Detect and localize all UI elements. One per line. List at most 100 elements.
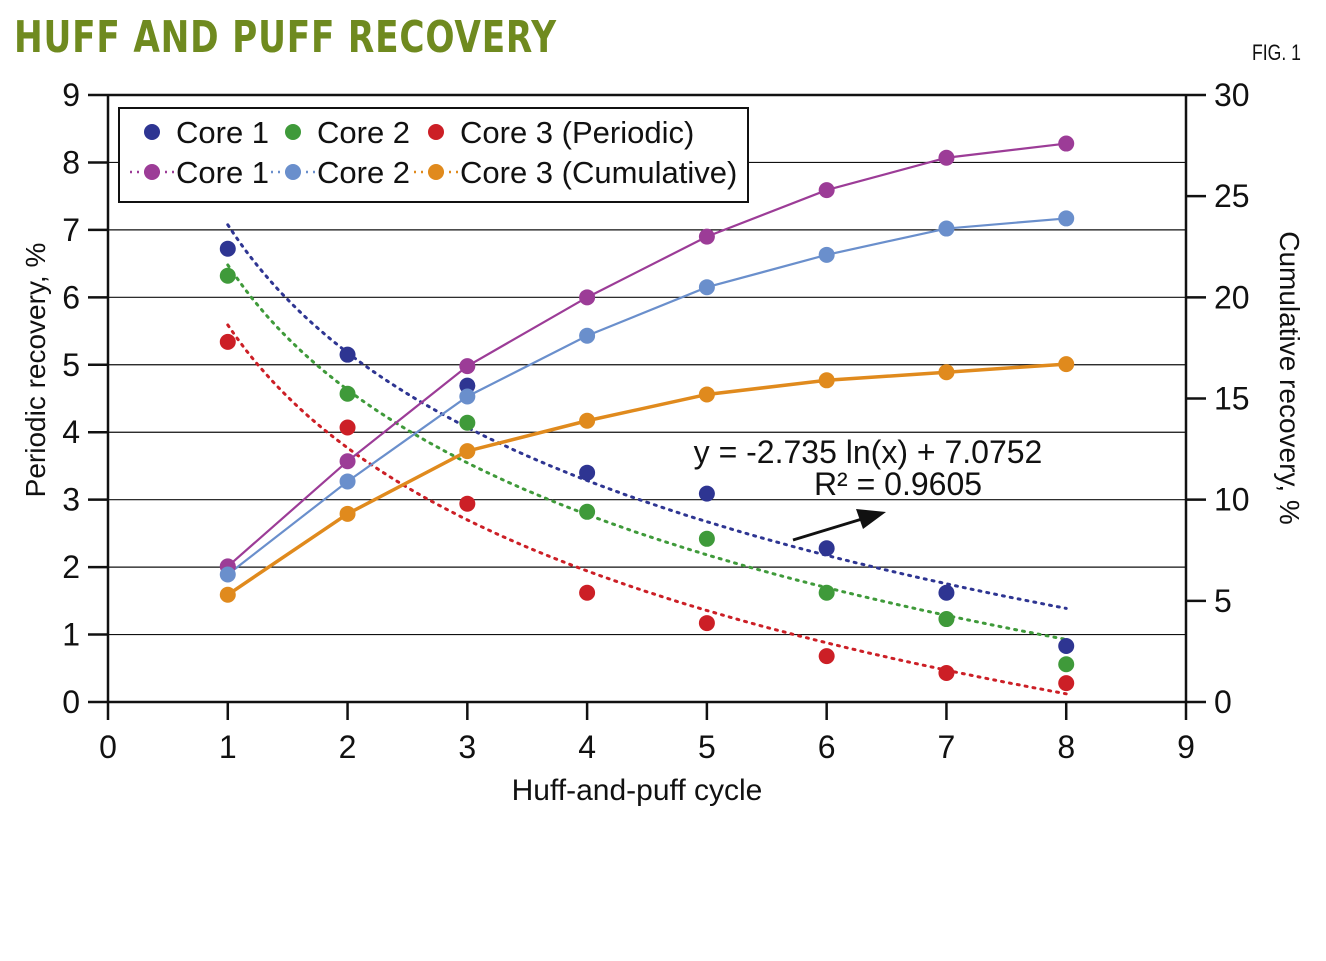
- data-point-s2-1: [219, 333, 236, 350]
- data-point-s3-4: [579, 289, 596, 306]
- y-tick-label: 1: [62, 617, 80, 653]
- equation-background: [682, 436, 1054, 498]
- annotation-arrow-shaft: [792, 517, 863, 542]
- data-point-s5-5: [698, 386, 715, 403]
- data-point-s4-7: [938, 220, 955, 237]
- y-tick-label: 8: [62, 144, 80, 180]
- data-point-s3-6: [818, 182, 835, 199]
- data-point-s2-8: [1058, 675, 1075, 692]
- data-point-s1-6: [818, 584, 835, 601]
- data-point-s3-3: [459, 358, 476, 375]
- data-point-s0-5: [698, 485, 715, 502]
- y-tick-label: 0: [62, 684, 80, 720]
- data-point-s0-7: [938, 584, 955, 601]
- y2-tick-label: 15: [1214, 381, 1250, 417]
- data-point-s1-7: [938, 611, 955, 628]
- data-point-s4-6: [818, 246, 835, 263]
- y2-tick-label: 25: [1214, 178, 1250, 214]
- x-tick-label: 7: [938, 729, 956, 765]
- legend-label-4: Core 2: [317, 155, 410, 190]
- y-tick-label: 5: [62, 347, 80, 383]
- y2-tick-label: 5: [1214, 583, 1232, 619]
- data-point-s1-3: [459, 414, 476, 431]
- data-point-s5-6: [818, 372, 835, 389]
- data-point-s2-4: [579, 584, 596, 601]
- data-point-s5-3: [459, 443, 476, 460]
- x-tick-label: 8: [1057, 729, 1075, 765]
- x-tick-label: 6: [818, 729, 836, 765]
- data-point-s5-2: [339, 505, 356, 522]
- y2-tick-label: 0: [1214, 684, 1232, 720]
- x-tick-label: 9: [1177, 729, 1195, 765]
- data-point-s2-2: [339, 419, 356, 436]
- legend: [118, 107, 749, 203]
- data-point-s3-2: [339, 453, 356, 470]
- y2-tick-label: 10: [1214, 482, 1250, 518]
- trendline-equation: y = -2.735 ln(x) + 7.0752: [694, 434, 1043, 470]
- x-tick-label: 2: [339, 729, 357, 765]
- data-point-s4-8: [1058, 210, 1075, 227]
- data-point-s1-1: [219, 267, 236, 284]
- series-line-3: [227, 142, 1067, 568]
- legend-marker-2: [428, 124, 444, 140]
- x-tick-label: 0: [99, 729, 117, 765]
- y-axis-label: Periodic recovery, %: [20, 243, 51, 498]
- data-point-s1-5: [698, 530, 715, 547]
- legend-marker-0: [144, 124, 160, 140]
- data-point-s2-6: [818, 648, 835, 665]
- r-squared-label: R² = 0.9605: [814, 466, 982, 502]
- legend-marker-3: [144, 164, 160, 180]
- y-tick-label: 7: [62, 212, 80, 248]
- legend-label-0: Core 1: [176, 115, 269, 150]
- y-tick-label: 2: [62, 549, 80, 585]
- data-point-s5-8: [1058, 356, 1075, 373]
- data-point-s0-8: [1058, 638, 1075, 655]
- x-tick-label: 5: [698, 729, 716, 765]
- data-point-s2-5: [698, 615, 715, 632]
- trendline-0: [226, 223, 1068, 610]
- data-point-s1-2: [339, 385, 356, 402]
- y-tick-label: 4: [62, 414, 80, 450]
- trendline-2: [226, 323, 1068, 696]
- y-tick-label: 6: [62, 279, 80, 315]
- data-point-s5-4: [579, 412, 596, 429]
- y-tick-label: 9: [62, 77, 80, 113]
- y2-tick-label: 30: [1214, 77, 1250, 113]
- legend-marker-5: [428, 164, 444, 180]
- x-tick-label: 3: [458, 729, 476, 765]
- data-point-s0-2: [339, 346, 356, 363]
- chart-title: HUFF AND PUFF RECOVERY: [14, 12, 557, 63]
- legend-label-5: Core 3 (Cumulative): [460, 155, 737, 190]
- data-point-s0-6: [818, 540, 835, 557]
- legend-label-2: Core 3 (Periodic): [460, 115, 694, 150]
- data-point-s5-7: [938, 364, 955, 381]
- data-point-s1-8: [1058, 656, 1075, 673]
- data-point-s4-5: [698, 279, 715, 296]
- data-point-s4-1: [219, 566, 236, 583]
- x-tick-label: 4: [578, 729, 596, 765]
- data-point-s2-3: [459, 495, 476, 512]
- data-point-s2-7: [938, 664, 955, 681]
- data-point-s0-4: [579, 464, 596, 481]
- data-point-s5-1: [219, 586, 236, 603]
- series-line-4: [227, 217, 1067, 576]
- legend-marker-4: [285, 164, 301, 180]
- data-point-s3-5: [698, 228, 715, 245]
- data-point-s3-8: [1058, 135, 1075, 152]
- data-point-s1-4: [579, 503, 596, 520]
- data-point-s0-1: [219, 240, 236, 257]
- x-axis-label: Huff-and-puff cycle: [512, 774, 763, 807]
- x-tick-label: 1: [219, 729, 237, 765]
- legend-marker-1: [285, 124, 301, 140]
- y2-axis-label: Cumulative recovery, %: [1274, 231, 1305, 525]
- data-point-s3-7: [938, 149, 955, 166]
- figure-label: FIG. 1: [1252, 40, 1301, 65]
- data-point-s4-3: [459, 388, 476, 405]
- annotation-arrow-head: [856, 509, 886, 529]
- data-point-s4-2: [339, 473, 356, 490]
- legend-label-3: Core 1: [176, 155, 269, 190]
- y-tick-label: 3: [62, 482, 80, 518]
- data-point-s4-4: [579, 327, 596, 344]
- y2-tick-label: 20: [1214, 279, 1250, 315]
